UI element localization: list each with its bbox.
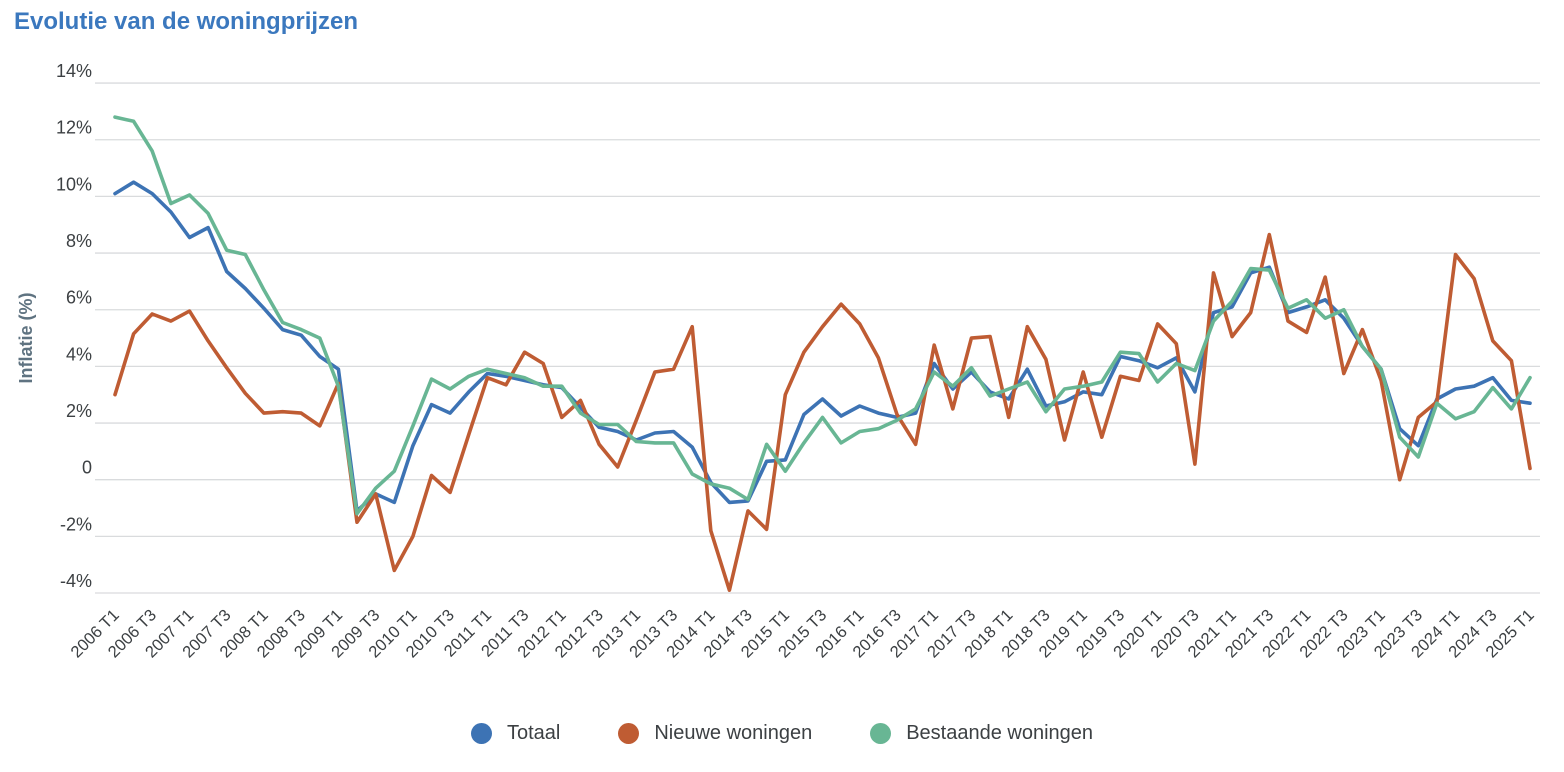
svg-text:14%: 14% [56, 61, 92, 81]
chart-legend: Totaal Nieuwe woningen Bestaande woninge… [0, 722, 1564, 745]
series-line-bestaande-woningen [113, 115, 1532, 516]
totaal-legend-dot-icon [470, 723, 492, 744]
svg-text:0: 0 [82, 458, 92, 478]
series-line-totaal [113, 180, 1532, 513]
y-axis-tick-labels: 14% 12% 10% 8% 6% 4% 2% 0 -2% -4% [56, 61, 92, 591]
legend-item-nieuwe-woningen[interactable]: Nieuwe woningen [618, 722, 812, 745]
bestaande-woningen-legend-dot-icon [870, 723, 892, 744]
svg-text:-2%: -2% [60, 514, 92, 534]
svg-text:4%: 4% [66, 344, 92, 364]
svg-text:8%: 8% [66, 231, 92, 251]
legend-item-totaal[interactable]: Totaal [470, 722, 561, 745]
y-axis-title: Inflatie (%) [16, 292, 36, 383]
svg-text:10%: 10% [56, 174, 92, 194]
svg-text:2%: 2% [66, 401, 92, 421]
svg-text:12%: 12% [56, 118, 92, 138]
legend-item-bestaande-woningen[interactable]: Bestaande woningen [870, 722, 1093, 745]
svg-text:6%: 6% [66, 288, 92, 308]
nieuwe-woningen-legend-dot-icon [618, 723, 640, 744]
bestaande-woningen-legend-label: Bestaande woningen [906, 722, 1094, 744]
nieuwe-woningen-legend-label: Nieuwe woningen [654, 722, 813, 744]
chart-title: Evolutie van de woningprijzen [14, 8, 359, 35]
svg-text:-4%: -4% [60, 571, 92, 591]
series-lines [113, 115, 1532, 593]
totaal-legend-label: Totaal [506, 722, 561, 744]
y-gridlines [95, 82, 1540, 594]
